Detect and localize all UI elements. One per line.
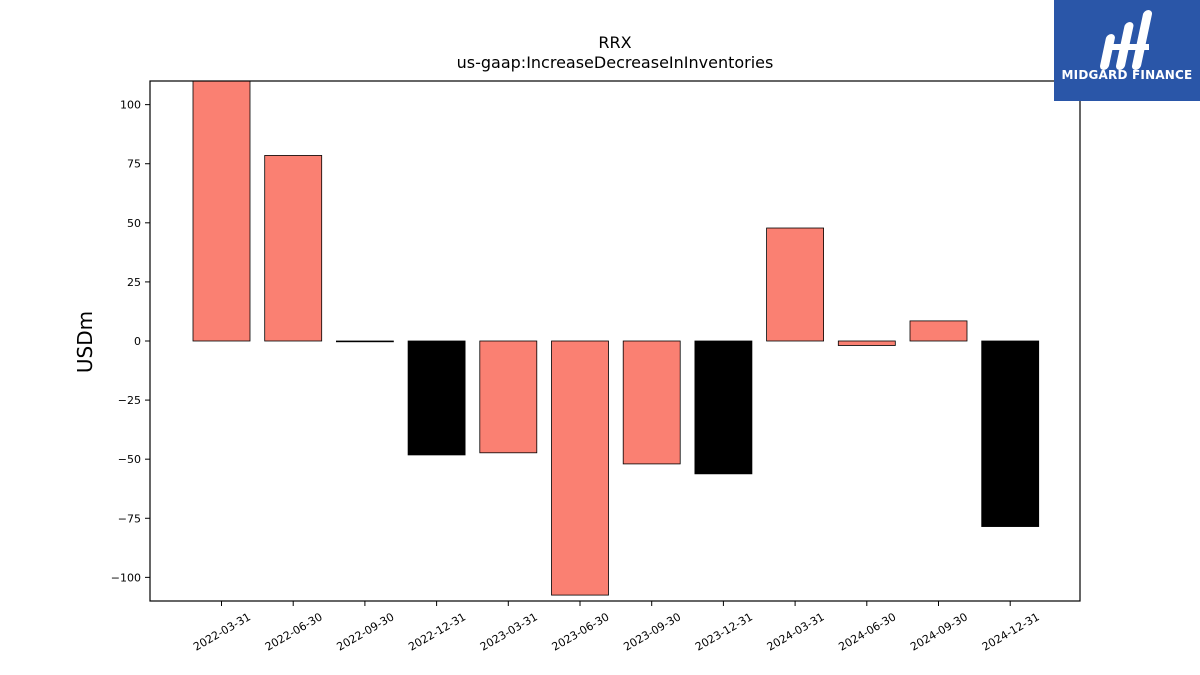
bar-2022-03-31 (192, 80, 251, 342)
y-axis-label: USDm (73, 311, 97, 373)
bars (192, 80, 1040, 596)
chart-title: RRX (598, 33, 631, 52)
x-tick-label: 2024-12-31 (980, 610, 1042, 653)
y-tick-label: 25 (127, 276, 141, 289)
y-tick-label: −50 (118, 453, 141, 466)
bar-2022-12-31 (407, 340, 466, 456)
y-tick-label: −75 (118, 512, 141, 525)
x-tick-label: 2023-12-31 (693, 610, 755, 653)
bar-2022-09-30 (335, 340, 394, 343)
bar-2024-09-30 (909, 320, 968, 342)
bar-2023-09-30 (622, 340, 681, 465)
x-tick-label: 2024-03-31 (765, 610, 827, 653)
y-tick-label: 50 (127, 217, 141, 230)
bar-2023-03-31 (479, 340, 538, 454)
logo-text: MIDGARD FINANCE (1061, 68, 1193, 82)
bar-2022-06-30 (264, 155, 323, 342)
y-tick-label: −100 (111, 571, 141, 584)
x-tick-label: 2023-09-30 (621, 610, 683, 653)
logo-mark-icon (1099, 10, 1153, 70)
y-tick-label: 100 (120, 99, 141, 112)
bar-2024-06-30 (837, 340, 896, 346)
bar-2023-12-31 (694, 340, 753, 475)
x-tick-label: 2022-06-30 (263, 610, 325, 653)
y-axis: 100 75 50 25 0 −25 −50 −75 −100 (111, 99, 150, 584)
bar-2023-06-30 (551, 340, 609, 596)
x-tick-label: 2022-12-31 (406, 610, 468, 653)
x-tick-label: 2024-09-30 (908, 610, 970, 653)
bar-2024-12-31 (981, 340, 1040, 527)
x-tick-label: 2023-03-31 (478, 610, 540, 653)
x-tick-label: 2024-06-30 (836, 610, 898, 653)
bar-2024-03-31 (766, 227, 824, 342)
chart-subtitle: us-gaap:IncreaseDecreaseInInventories (457, 53, 774, 72)
y-tick-label: 0 (134, 335, 141, 348)
x-axis: 2022-03-31 2022-06-30 2022-09-30 2022-12-31… (191, 601, 1042, 654)
y-tick-label: 75 (127, 158, 141, 171)
x-tick-label: 2022-09-30 (335, 610, 397, 653)
x-tick-label: 2022-03-31 (191, 610, 253, 653)
y-tick-label: −25 (118, 394, 141, 407)
plot-frame (149, 80, 1081, 602)
midgard-finance-logo: MIDGARD FINANCE (1054, 0, 1200, 101)
x-tick-label: 2023-06-30 (550, 610, 612, 653)
